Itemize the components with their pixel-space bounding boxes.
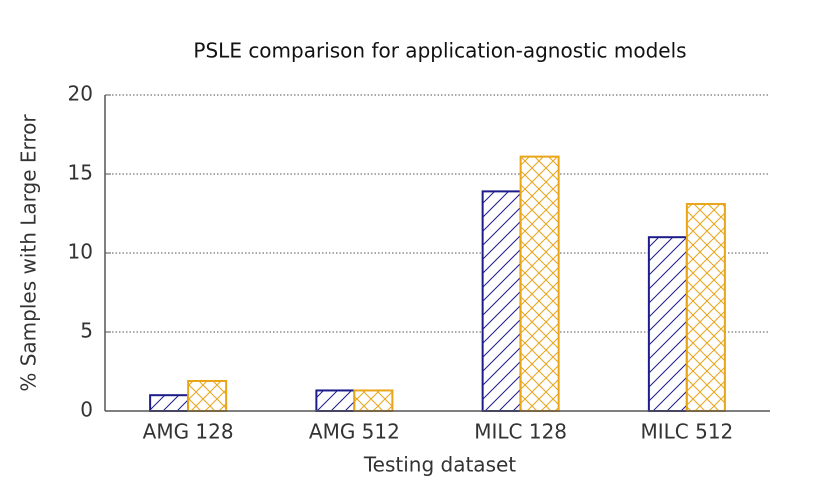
bar: [481, 190, 522, 412]
x-tick-label: MILC 512: [640, 420, 733, 444]
bar: [315, 389, 356, 412]
chart-title: PSLE comparison for application-agnostic…: [193, 39, 686, 63]
bar: [353, 389, 394, 412]
x-tick-label: AMG 128: [143, 420, 234, 444]
y-tick-label: 15: [68, 161, 93, 185]
bar: [685, 203, 726, 412]
x-tick-label: AMG 512: [309, 420, 400, 444]
y-tick-label: 5: [80, 319, 93, 343]
bar: [647, 236, 688, 412]
y-tick-label: 10: [68, 240, 93, 264]
y-axis-label: % Samples with Large Error: [17, 114, 41, 392]
x-tick-label: MILC 128: [474, 420, 567, 444]
y-tick-label: 20: [68, 82, 93, 106]
y-tick-label: 0: [80, 398, 93, 422]
bar: [149, 394, 190, 413]
bar: [187, 379, 228, 413]
x-axis-label: Testing dataset: [363, 453, 516, 477]
bar: [519, 155, 560, 412]
